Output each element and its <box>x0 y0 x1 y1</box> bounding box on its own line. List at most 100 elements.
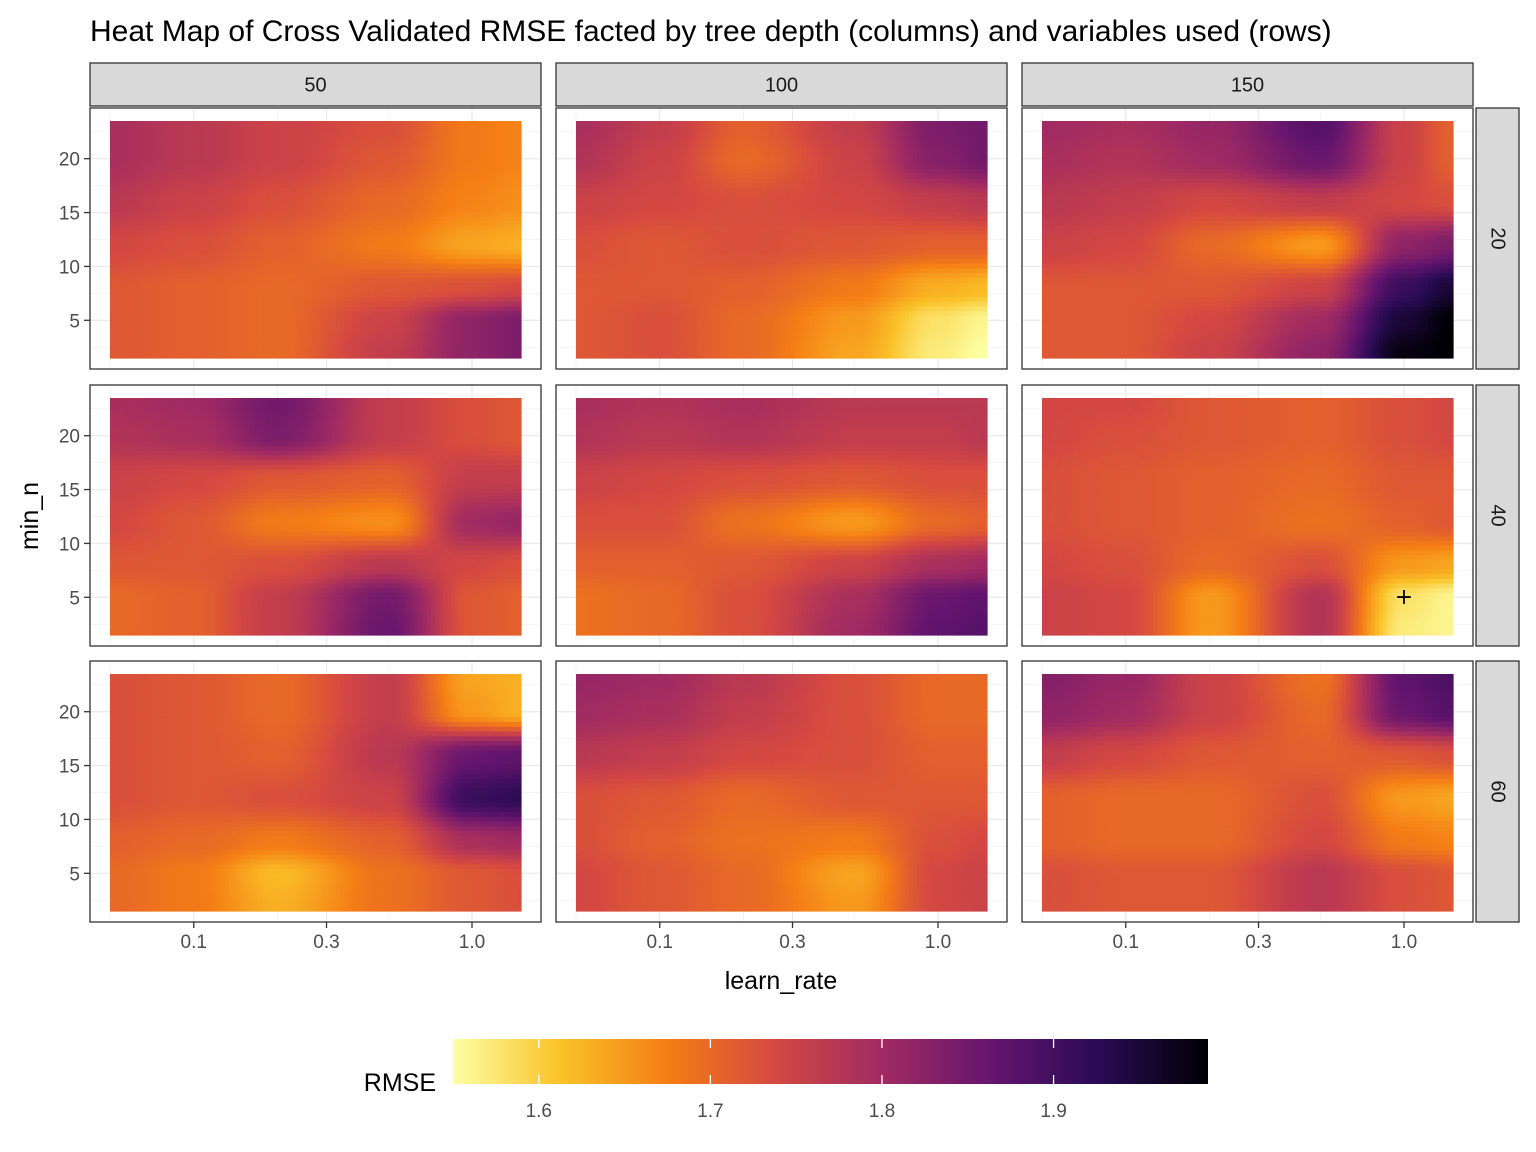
heatmap-tile <box>316 183 321 188</box>
heatmap-tile <box>180 240 185 245</box>
heatmap-tile <box>262 254 267 259</box>
heatmap-tile <box>159 344 164 349</box>
heatmap-tile <box>316 178 321 183</box>
heatmap-tile <box>307 230 312 235</box>
heatmap-tile <box>492 202 497 207</box>
heatmap-tile <box>131 230 136 235</box>
heatmap-tile <box>509 277 514 282</box>
heatmap-tile <box>381 301 386 306</box>
heatmap-tile <box>237 273 242 278</box>
heatmap-tile <box>126 244 131 249</box>
heatmap-tile <box>184 339 189 344</box>
heatmap-tile <box>291 311 296 316</box>
heatmap-tile <box>443 235 448 240</box>
heatmap-tile <box>139 263 144 268</box>
heatmap-tile <box>192 268 197 273</box>
heatmap-tile <box>299 287 304 292</box>
heatmap-tile <box>509 230 514 235</box>
heatmap-tile <box>406 339 411 344</box>
heatmap-tile <box>426 301 431 306</box>
heatmap-tile <box>418 206 423 211</box>
heatmap-tile <box>488 296 493 301</box>
heatmap-tile <box>320 273 325 278</box>
heatmap-tile <box>184 197 189 202</box>
heatmap-tile <box>496 211 501 216</box>
heatmap-tile <box>254 192 259 197</box>
heatmap-tile <box>274 230 279 235</box>
heatmap-tile <box>435 202 440 207</box>
heatmap-tile <box>307 325 312 330</box>
heatmap-tile <box>135 206 140 211</box>
heatmap-tile <box>381 273 386 278</box>
heatmap-tile <box>237 315 242 320</box>
heatmap-tile <box>283 273 288 278</box>
heatmap-tile <box>439 287 444 292</box>
heatmap-tile <box>492 197 497 202</box>
heatmap-tile <box>205 344 210 349</box>
heatmap-tile <box>365 344 370 349</box>
heatmap-tile <box>217 268 222 273</box>
heatmap-tile <box>381 240 386 245</box>
heatmap-tile <box>159 315 164 320</box>
heatmap-tile <box>451 277 456 282</box>
heatmap-tile <box>283 221 288 226</box>
heatmap-tile <box>406 192 411 197</box>
heatmap-tile <box>237 325 242 330</box>
heatmap-tile <box>320 268 325 273</box>
heatmap-tile <box>295 330 300 335</box>
heatmap-tile <box>398 211 403 216</box>
heatmap-tile <box>348 192 353 197</box>
heatmap-tile <box>217 311 222 316</box>
heatmap-tile <box>118 315 123 320</box>
heatmap-tile <box>118 268 123 273</box>
heatmap-tile <box>488 249 493 254</box>
heatmap-tile <box>155 249 160 254</box>
heatmap-tile <box>246 315 251 320</box>
heatmap-tile <box>118 282 123 287</box>
heatmap-tile <box>139 325 144 330</box>
heatmap-tile <box>246 320 251 325</box>
heatmap-tile <box>242 192 247 197</box>
heatmap-tile <box>492 296 497 301</box>
heatmap-tile <box>513 325 518 330</box>
heatmap-tile <box>209 178 214 183</box>
heatmap-tile <box>505 301 510 306</box>
heatmap-tile <box>505 268 510 273</box>
heatmap-tile <box>472 273 477 278</box>
heatmap-tile <box>447 330 452 335</box>
heatmap-tile <box>299 258 304 263</box>
heatmap-tile <box>147 311 152 316</box>
heatmap-tile <box>311 263 316 268</box>
heatmap-tile <box>221 349 226 354</box>
heatmap-tile <box>505 292 510 297</box>
heatmap-tile <box>163 349 168 354</box>
heatmap-tile <box>439 344 444 349</box>
column-strip-label: 150 <box>1231 75 1264 97</box>
heatmap-tile <box>410 235 415 240</box>
heatmap-tile <box>122 211 127 216</box>
heatmap-tile <box>348 325 353 330</box>
heatmap-tile <box>488 263 493 268</box>
heatmap-tile <box>406 202 411 207</box>
heatmap-tile <box>262 353 267 358</box>
heatmap-tile <box>131 211 136 216</box>
heatmap-tile <box>414 244 419 249</box>
heatmap-tile <box>476 301 481 306</box>
heatmap-tile <box>180 315 185 320</box>
heatmap-tile <box>476 235 481 240</box>
heatmap-tile <box>435 277 440 282</box>
heatmap-tile <box>352 216 357 221</box>
heatmap-tile <box>332 325 337 330</box>
heatmap-tile <box>505 282 510 287</box>
heatmap-tile <box>118 216 123 221</box>
heatmap-tile <box>279 183 284 188</box>
heatmap-tile <box>225 296 230 301</box>
heatmap-tile <box>159 249 164 254</box>
heatmap-tile <box>517 282 522 287</box>
heatmap-tile <box>492 235 497 240</box>
heatmap-tile <box>135 183 140 188</box>
heatmap-tile <box>517 349 522 354</box>
heatmap-tile <box>509 197 514 202</box>
heatmap-tile <box>451 221 456 226</box>
heatmap-tile <box>344 287 349 292</box>
